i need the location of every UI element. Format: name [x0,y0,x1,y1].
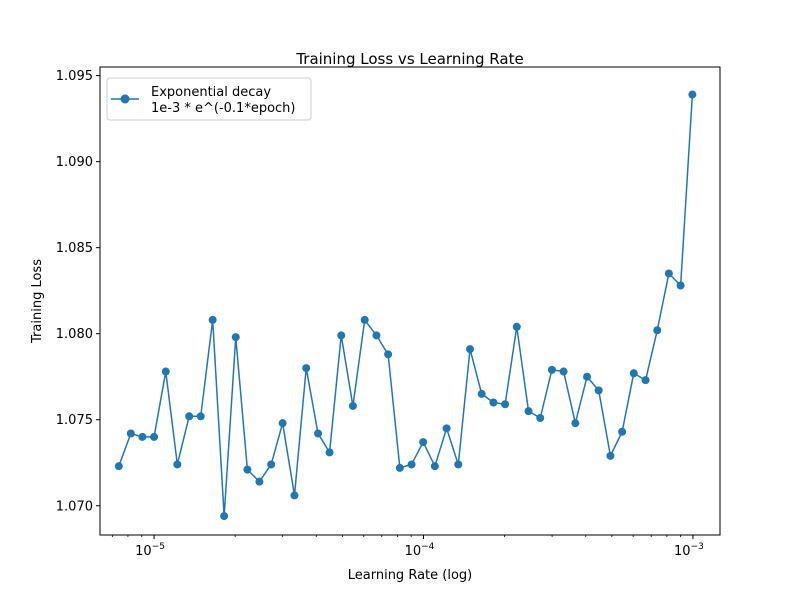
plot-frame [99,66,721,536]
data-point [372,331,381,340]
data-point [267,460,276,469]
data-point [314,429,323,438]
data-point [173,460,182,469]
data-point [442,424,451,433]
data-point [337,331,346,340]
data-point [629,369,638,378]
y-tick-label: 1.070 [56,499,93,514]
legend-marker [120,94,130,104]
y-tick-label: 1.075 [56,413,93,428]
data-point [466,345,475,354]
data-point [126,429,135,438]
data-point [477,389,486,398]
data-point [395,463,404,472]
data-point [571,419,580,428]
legend: Exponential decay 1e-3 * e^(-0.1*epoch) [106,77,312,121]
chart-title: Training Loss vs Learning Rate [295,50,523,68]
data-point [641,376,650,385]
y-tick-label: 1.090 [56,155,93,170]
data-point [231,333,240,342]
data-point [419,438,428,447]
data-point [688,90,697,99]
legend-label: Exponential decay 1e-3 * e^(-0.1*epoch) [151,85,296,116]
plot-series [114,90,697,521]
y-axis-label: Training Loss [30,259,45,344]
data-point [161,367,170,376]
data-point [489,398,498,407]
data-point [653,326,662,335]
data-point [138,432,147,441]
data-point [501,400,510,409]
data-point [430,462,439,471]
data-point [536,414,545,422]
data-point [325,448,334,457]
data-point [348,401,357,410]
y-tick-label: 1.080 [56,327,93,342]
y-tick-label: 1.085 [56,241,93,256]
data-point [676,281,685,290]
data-point [618,427,627,436]
data-point [360,315,369,324]
legend-frame [106,77,312,121]
data-point [664,269,673,278]
y-tick-label: 1.095 [56,69,93,84]
data-point [208,315,217,324]
data-point [559,367,568,376]
data-point [407,460,416,469]
data-point [255,477,264,486]
data-point [150,432,159,441]
data-point [606,451,615,460]
data-point [454,460,463,469]
data-point [196,412,205,421]
data-point [185,412,194,421]
data-point [547,365,556,374]
data-point [220,512,229,521]
data-point [114,462,123,471]
data-point [243,465,252,474]
data-point [583,372,592,381]
x-axis-label: Learning Rate (log) [348,568,472,583]
data-point [278,419,287,428]
data-point [302,364,311,373]
data-point [512,322,521,331]
data-point [524,407,533,416]
data-point [290,491,299,500]
data-point [384,350,393,359]
data-point [594,386,603,395]
